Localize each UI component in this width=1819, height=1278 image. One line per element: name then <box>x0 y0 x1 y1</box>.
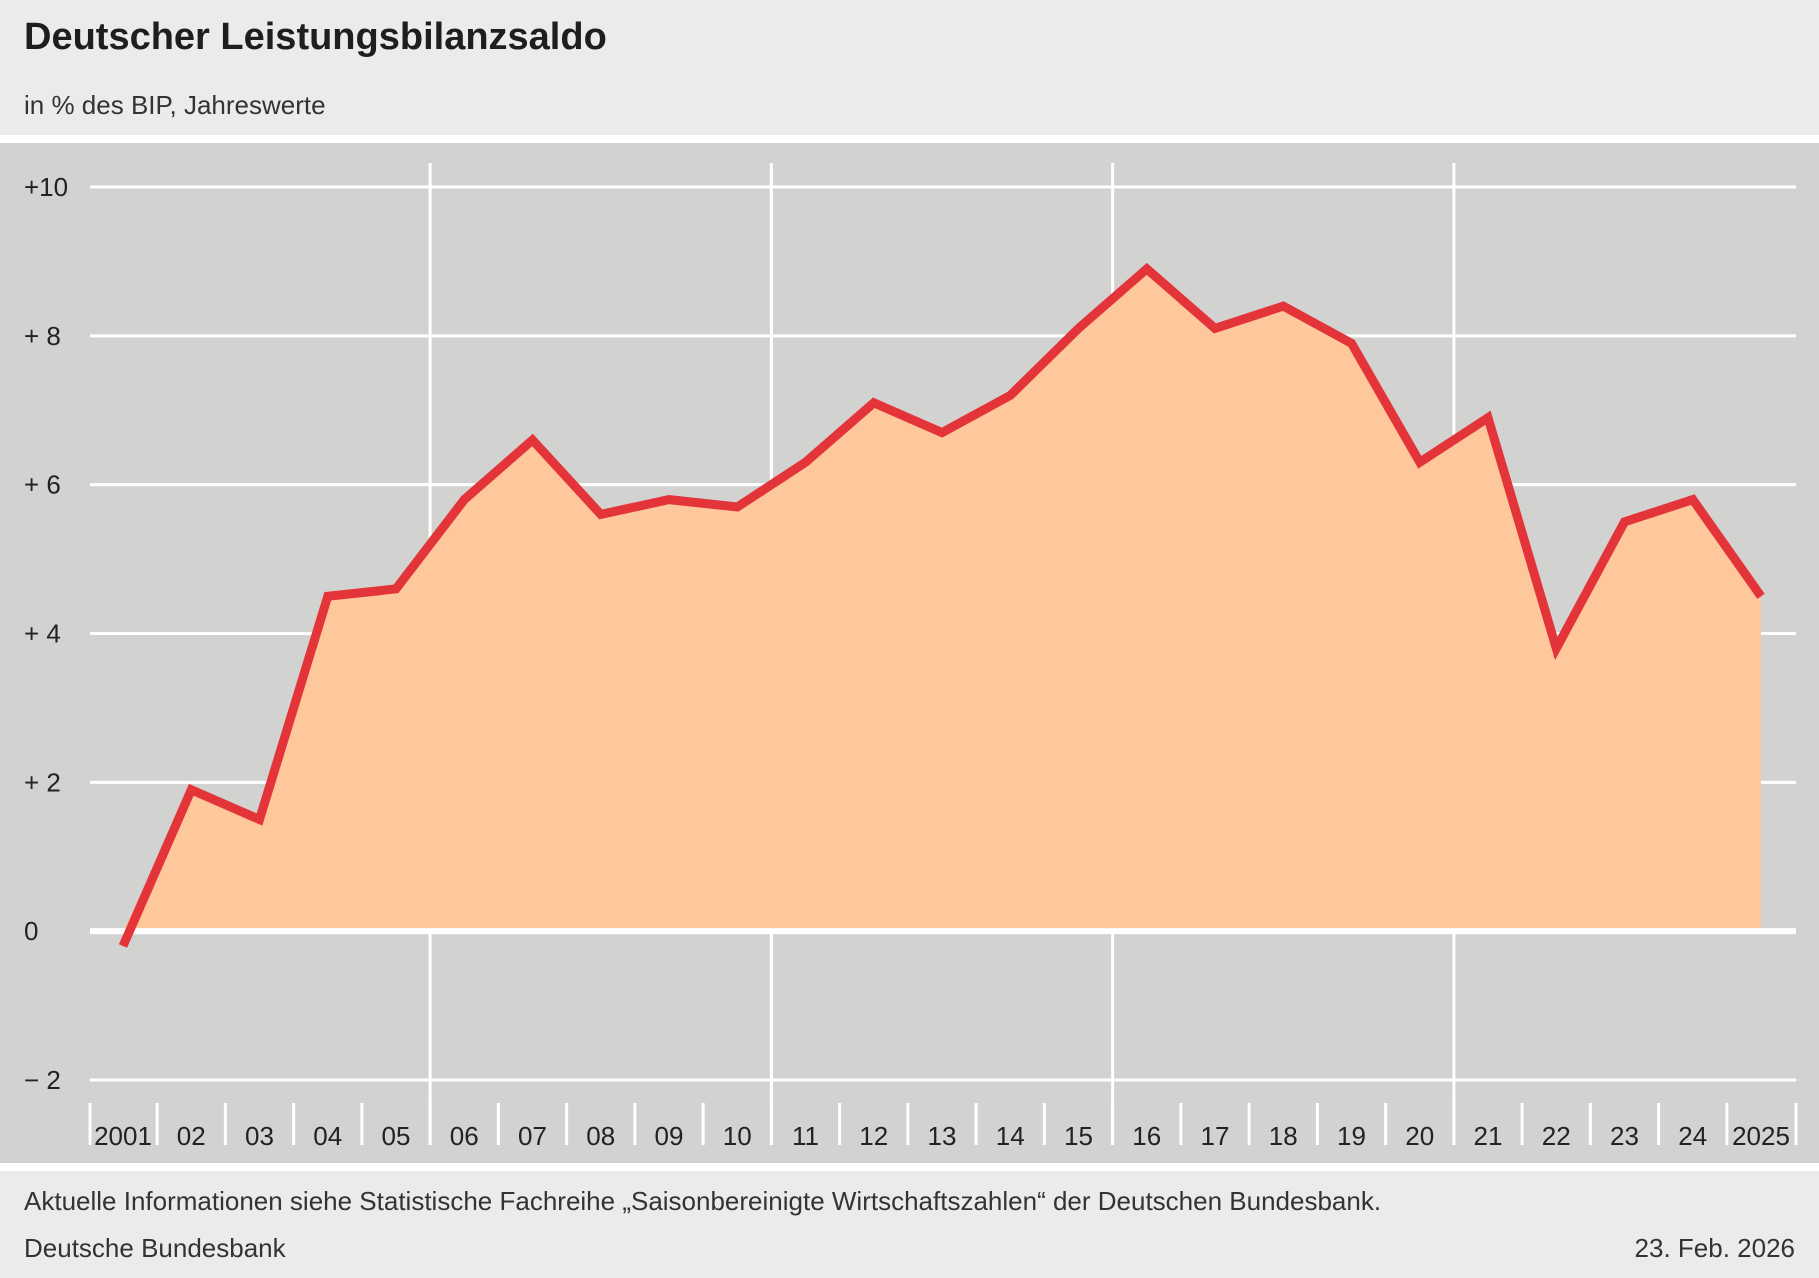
separator-top <box>0 135 1819 143</box>
x-tick-label: 06 <box>450 1121 479 1151</box>
x-tick-label: 02 <box>177 1121 206 1151</box>
x-tick-label: 03 <box>245 1121 274 1151</box>
x-tick-labels: 2001 02 03 04 05 06 07 08 09 10 11 12 13 14 15 16 17 18 19… <box>94 1121 1790 1151</box>
data-point-2012 <box>873 402 875 404</box>
x-tick-label: 07 <box>518 1121 547 1151</box>
x-tick-label: 16 <box>1132 1121 1161 1151</box>
x-tick-label: 17 <box>1201 1121 1230 1151</box>
footer-date: 23. Feb. 2026 <box>1634 1233 1795 1263</box>
data-point-2022 <box>1555 647 1557 649</box>
x-tick-label: 21 <box>1474 1121 1503 1151</box>
y-tick-label: − 2 <box>24 1065 61 1095</box>
x-tick-label: 20 <box>1405 1121 1434 1151</box>
x-tick-label: 09 <box>655 1121 684 1151</box>
y-tick-labels: +10 + 8 + 6 + 4 + 2 0 − 2 <box>24 172 68 1095</box>
x-tick-label: 23 <box>1610 1121 1639 1151</box>
x-tick-label: 2001 <box>94 1121 152 1151</box>
data-point-2024 <box>1692 499 1694 501</box>
y-tick-label: + 2 <box>24 767 61 797</box>
y-tick-label: +10 <box>24 172 68 202</box>
x-tick-label: 10 <box>723 1121 752 1151</box>
area-fill <box>123 268 1761 932</box>
data-point-2019 <box>1351 342 1352 344</box>
data-point-2018 <box>1282 305 1284 307</box>
data-point-2025 <box>1760 595 1762 597</box>
data-point-2015 <box>1078 327 1079 329</box>
x-tick-marks <box>88 1103 1798 1145</box>
x-tick-label: 19 <box>1337 1121 1366 1151</box>
data-point-2006 <box>463 499 465 501</box>
data-point-2002 <box>190 789 192 791</box>
x-tick-label: 08 <box>586 1121 615 1151</box>
chart-footer: Aktuelle Informationen siehe Statistisch… <box>0 1171 1819 1278</box>
data-point-2013 <box>941 432 943 434</box>
x-tick-label: 05 <box>382 1121 411 1151</box>
data-point-2010 <box>736 506 738 508</box>
data-point-2021 <box>1487 417 1489 419</box>
y-tick-label: 0 <box>24 916 38 946</box>
x-tick-label: 11 <box>792 1121 819 1151</box>
data-point-2001 <box>122 945 124 947</box>
chart-title: Deutscher Leistungsbilanzsaldo <box>24 16 607 58</box>
footer-source: Deutsche Bundesbank <box>24 1233 286 1263</box>
chart-header: Deutscher Leistungsbilanzsaldo in % des … <box>0 0 1819 135</box>
data-point-2016 <box>1146 268 1148 270</box>
data-point-2007 <box>532 439 533 441</box>
x-tick-label: 13 <box>928 1121 957 1151</box>
x-tick-label: 18 <box>1269 1121 1298 1151</box>
x-tick-label: 24 <box>1678 1121 1707 1151</box>
data-point-2008 <box>600 513 602 515</box>
x-tick-label: 04 <box>313 1121 342 1151</box>
x-tick-label: 2025 <box>1732 1121 1790 1151</box>
data-point-2011 <box>805 461 806 463</box>
footer-note: Aktuelle Informationen siehe Statistisch… <box>24 1186 1382 1216</box>
data-point-2017 <box>1214 327 1216 329</box>
data-point-2005 <box>395 588 397 590</box>
x-tick-label: 15 <box>1064 1121 1093 1151</box>
x-tick-label: 12 <box>859 1121 888 1151</box>
data-points <box>122 268 1762 947</box>
y-tick-label: + 8 <box>24 321 61 351</box>
y-tick-label: + 4 <box>24 619 61 649</box>
data-point-2003 <box>259 819 260 821</box>
data-point-2014 <box>1009 394 1011 396</box>
x-tick-label: 22 <box>1542 1121 1571 1151</box>
separator-bottom <box>0 1163 1819 1171</box>
chart-subtitle: in % des BIP, Jahreswerte <box>24 90 326 120</box>
y-tick-label: + 6 <box>24 470 61 500</box>
data-point-2004 <box>327 595 329 597</box>
x-tick-label: 14 <box>996 1121 1025 1151</box>
data-point-2023 <box>1624 521 1625 523</box>
data-point-2009 <box>668 499 670 501</box>
data-point-2020 <box>1419 461 1421 463</box>
